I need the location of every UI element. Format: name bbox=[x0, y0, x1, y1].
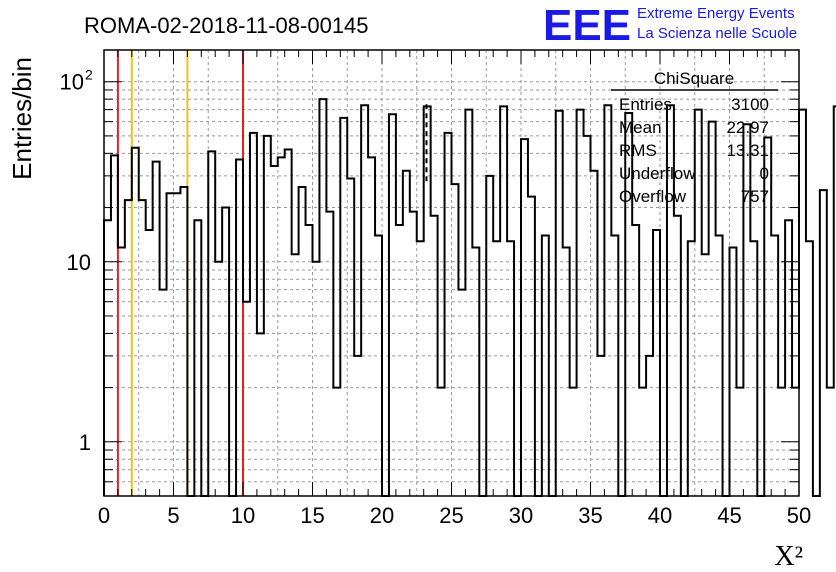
histogram-bin bbox=[820, 190, 827, 496]
y-tick-label: 1 bbox=[79, 430, 91, 455]
x-tick-label: 5 bbox=[167, 503, 179, 528]
histogram-bin bbox=[132, 148, 139, 496]
axes bbox=[103, 49, 800, 497]
histogram-bin bbox=[556, 111, 563, 496]
histogram-bin bbox=[577, 110, 584, 496]
histogram-bin bbox=[222, 208, 229, 496]
histogram-bin bbox=[174, 193, 181, 496]
histogram-bin bbox=[521, 139, 528, 496]
histogram-bin bbox=[347, 178, 354, 496]
histogram-bin bbox=[319, 99, 326, 496]
histogram-bin bbox=[452, 184, 459, 496]
logo-line2: La Scienza nelle Scuole bbox=[637, 25, 797, 42]
x-tick-label: 25 bbox=[439, 503, 463, 528]
histogram-bin bbox=[313, 262, 320, 496]
histogram-bin bbox=[771, 235, 778, 496]
vertical-lines bbox=[116, 50, 428, 496]
histogram-bin bbox=[285, 150, 292, 496]
histogram-bin bbox=[730, 247, 737, 496]
y-tick-label: 10 bbox=[67, 250, 91, 275]
histogram-bin bbox=[368, 157, 375, 496]
histogram-bin bbox=[236, 159, 243, 496]
histogram-bin bbox=[611, 235, 618, 496]
histogram-bin bbox=[243, 302, 250, 496]
histogram-bin bbox=[361, 105, 368, 496]
histogram-bin bbox=[278, 157, 285, 496]
histogram-bin bbox=[375, 235, 382, 496]
histogram-bin bbox=[208, 151, 215, 496]
histogram-bin bbox=[354, 356, 361, 496]
histogram-bin bbox=[257, 333, 264, 496]
histogram-bin bbox=[709, 122, 716, 496]
histogram-bin bbox=[542, 235, 549, 496]
histogram-bin bbox=[424, 106, 431, 496]
histogram-bin bbox=[118, 247, 125, 496]
x-axis-label: X² bbox=[774, 541, 803, 572]
histogram-bin bbox=[326, 212, 333, 496]
x-tick-label: 40 bbox=[648, 503, 672, 528]
histogram-bin bbox=[410, 212, 417, 496]
histogram-bin bbox=[695, 110, 702, 496]
histogram-bin bbox=[215, 262, 222, 496]
stats-value: 22.97 bbox=[726, 118, 769, 137]
x-tick-label: 10 bbox=[231, 503, 255, 528]
x-tick-label: 35 bbox=[578, 503, 602, 528]
histogram-bin bbox=[528, 197, 535, 496]
histogram-bin bbox=[458, 290, 465, 496]
stats-label: Mean bbox=[619, 118, 662, 137]
histogram-bin bbox=[799, 110, 806, 496]
histogram-bin bbox=[472, 247, 479, 496]
histogram-bin bbox=[563, 247, 570, 496]
histogram-bin bbox=[500, 106, 507, 496]
histogram-bin bbox=[167, 193, 174, 496]
logo-line1: Extreme Energy Events bbox=[637, 5, 795, 22]
x-tick-label: 0 bbox=[98, 503, 110, 528]
histogram-bin bbox=[306, 225, 313, 496]
histogram-bin bbox=[604, 105, 611, 496]
histogram-bin bbox=[160, 290, 167, 496]
histogram-bin bbox=[743, 124, 750, 496]
logo-mark: EEE bbox=[543, 1, 631, 50]
stats-label: Entries bbox=[619, 95, 672, 114]
histogram-bin bbox=[632, 225, 639, 496]
stats-label: Underflow bbox=[619, 164, 696, 183]
eee-logo: EEE Extreme Energy Events La Scienza nel… bbox=[543, 1, 797, 50]
histogram-bin bbox=[806, 241, 813, 496]
histogram-bin bbox=[271, 166, 278, 496]
histogram-bin bbox=[716, 235, 723, 496]
x-tick-label: 15 bbox=[300, 503, 324, 528]
histogram-bin bbox=[139, 200, 146, 496]
x-tick-label: 45 bbox=[717, 503, 741, 528]
histogram-bin bbox=[396, 225, 403, 496]
y-tick-label: 10 bbox=[60, 70, 84, 95]
x-tick-labels: 0 5 10 15 20 25 30 35 40 45 50 bbox=[98, 503, 811, 528]
stats-value: 3100 bbox=[731, 95, 769, 114]
x-tick-label: 30 bbox=[509, 503, 533, 528]
histogram-bin bbox=[111, 155, 118, 496]
histogram-bin bbox=[153, 162, 160, 496]
histogram-bin bbox=[597, 356, 604, 496]
histogram-bin bbox=[340, 118, 347, 496]
histogram-bin bbox=[827, 388, 834, 496]
x-tick-label: 20 bbox=[370, 503, 394, 528]
stats-value: 0 bbox=[760, 164, 769, 183]
x-tick-label: 50 bbox=[787, 503, 811, 528]
stats-label: Overflow bbox=[619, 187, 687, 206]
histogram-bin bbox=[486, 176, 493, 496]
stats-label: RMS bbox=[619, 141, 657, 160]
histogram-bin bbox=[465, 110, 472, 496]
histogram-bin bbox=[125, 200, 132, 496]
stats-box: ChiSquare Entries 3100 Mean 22.97 RMS 13.31 Un… bbox=[611, 69, 778, 206]
histogram-bin bbox=[646, 356, 653, 496]
stats-value: 757 bbox=[741, 187, 769, 206]
histogram-bin bbox=[389, 114, 396, 496]
y-tick-exponent: 2 bbox=[85, 67, 93, 83]
y-axis-label: Entries/bin bbox=[7, 57, 37, 180]
stats-value: 13.31 bbox=[726, 141, 769, 160]
stats-title: ChiSquare bbox=[654, 69, 734, 88]
chart-title: ROMA-02-2018-11-08-00145 bbox=[84, 13, 369, 38]
